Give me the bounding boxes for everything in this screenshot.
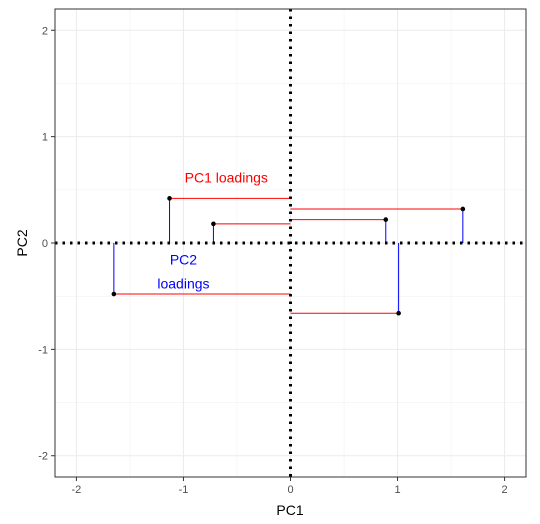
data-point-1 (167, 196, 172, 201)
y-tick-label: -1 (38, 344, 48, 356)
x-axis-title: PC1 (276, 502, 303, 518)
y-tick-label: -2 (38, 451, 48, 463)
x-tick-label: -1 (179, 484, 189, 496)
data-points (111, 196, 466, 316)
data-point-3 (111, 291, 117, 297)
data-point-5 (460, 206, 466, 212)
y-axis-title: PC2 (14, 229, 30, 256)
data-point-6 (396, 310, 401, 316)
x-tick-label: -2 (72, 484, 82, 496)
x-tick-label: 0 (287, 484, 293, 496)
data-point-2 (211, 221, 216, 227)
annotation-3: loadings (157, 276, 209, 292)
annotations: PC1 loadings PC2 loadings (157, 169, 268, 291)
y-tick-label: 2 (42, 25, 48, 37)
y-tick-label: 1 (42, 132, 48, 144)
annotation-1: PC1 loadings (185, 169, 268, 185)
x-tick-label: 2 (502, 484, 508, 496)
annotation-2: PC2 (170, 251, 197, 267)
loading-segments (113, 197, 464, 314)
axis-ticks: -2 -1 0 1 2 -2 -1 0 1 2 (38, 25, 507, 496)
y-tick-label: 0 (42, 238, 48, 250)
reference-lines (55, 9, 526, 477)
x-tick-label: 1 (394, 484, 400, 496)
data-point-4 (383, 217, 389, 222)
